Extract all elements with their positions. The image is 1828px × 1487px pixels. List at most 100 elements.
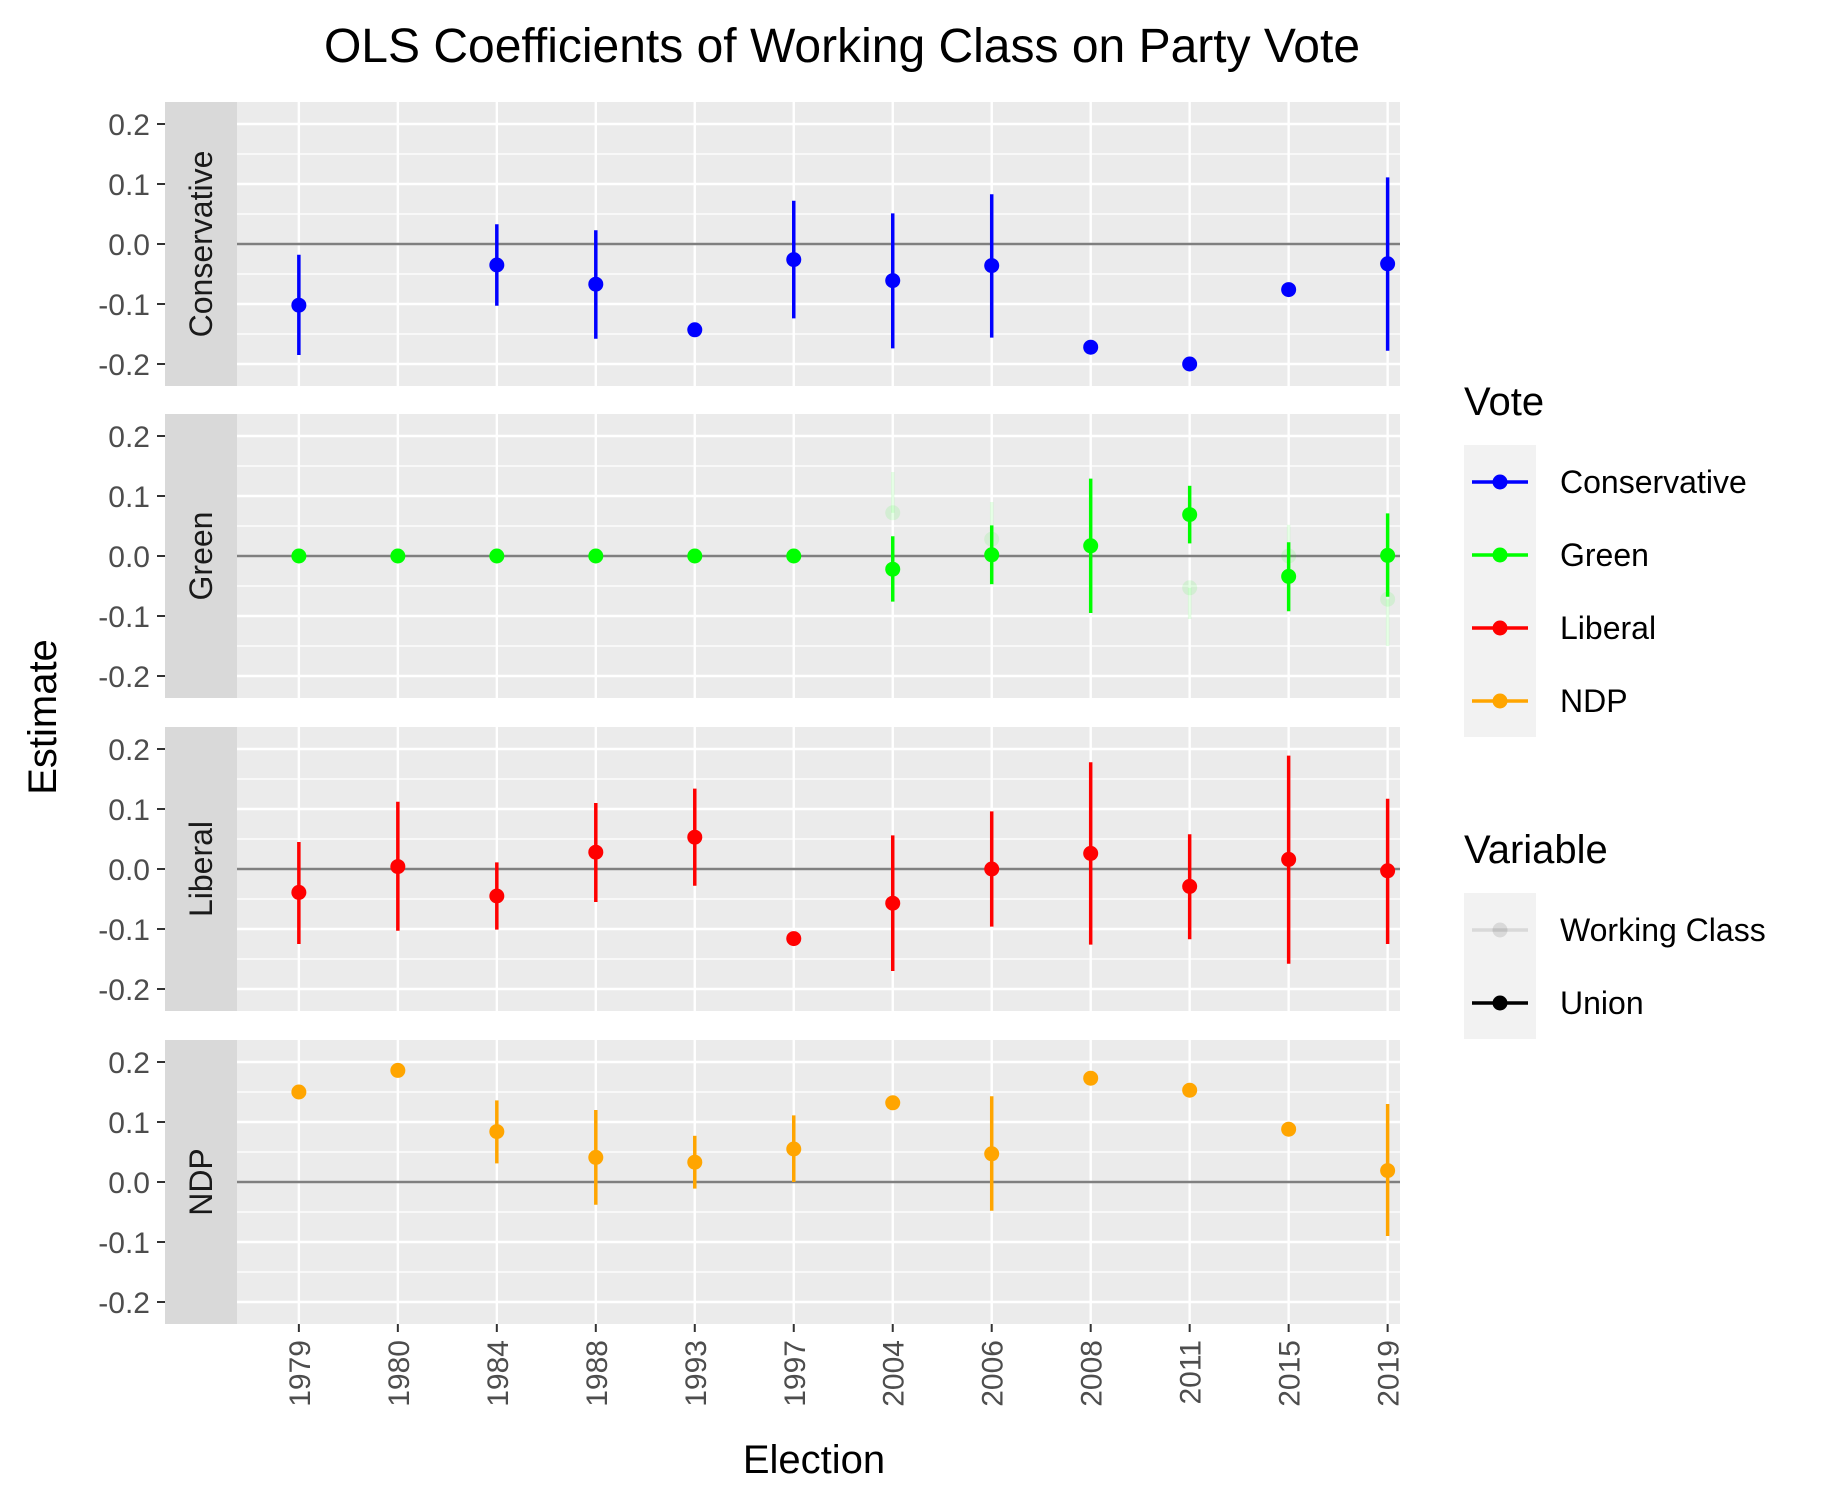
x-tick-label: 2015 <box>1274 1340 1307 1407</box>
data-point <box>588 1149 604 1165</box>
panel-strip <box>165 102 237 386</box>
y-tick-label: 0.1 <box>108 794 150 827</box>
y-tick-label: -0.1 <box>98 914 150 947</box>
legend-key-point <box>1492 693 1508 709</box>
data-point <box>489 1124 505 1140</box>
y-axis-label: Estimate <box>21 639 65 795</box>
legend-vote-items: Conservative Green Liberal NDP <box>1472 464 1747 719</box>
panel-strip <box>165 414 237 698</box>
x-tick-label: 2011 <box>1175 1340 1208 1405</box>
y-tick-label: 0.0 <box>108 854 150 887</box>
legend-key-point <box>1492 620 1508 636</box>
y-tick-label: -0.1 <box>98 601 150 634</box>
faded-point <box>885 505 901 521</box>
data-point <box>786 931 802 947</box>
legend-item-label: Liberal <box>1560 610 1656 646</box>
data-point <box>687 322 703 338</box>
data-point <box>786 252 802 268</box>
data-point <box>1083 339 1099 355</box>
y-tick-label: -0.1 <box>98 289 150 322</box>
data-point <box>885 273 901 289</box>
data-point <box>291 548 307 564</box>
y-tick-label: -0.2 <box>98 349 150 382</box>
legend-variable-title: Variable <box>1464 828 1608 872</box>
x-tick-label: 1980 <box>383 1340 416 1407</box>
data-point <box>1182 1082 1198 1098</box>
legend-item-working-class: Working Class <box>1472 912 1766 948</box>
panel-strip-label: Green <box>183 512 219 601</box>
legend-item-ndp: NDP <box>1472 683 1628 719</box>
data-point <box>984 547 1000 563</box>
y-tick-label: 0.0 <box>108 229 150 262</box>
x-axis: 1979 1980 1984 1988 1993 1997 2004 2006 2008 2011… <box>284 1324 1406 1407</box>
x-tick-label: 2008 <box>1076 1340 1109 1407</box>
data-point <box>291 1084 307 1100</box>
x-tick-label: 1993 <box>680 1340 713 1407</box>
y-tick-label: -0.1 <box>98 1227 150 1260</box>
data-point <box>786 1141 802 1157</box>
data-point <box>1380 1163 1396 1179</box>
legend-key-point <box>1492 474 1508 490</box>
panel-strip <box>165 1040 237 1324</box>
x-tick-label: 1984 <box>482 1340 515 1407</box>
data-point <box>489 257 505 273</box>
legend-key-point <box>1492 995 1508 1011</box>
y-tick-label: 0.2 <box>108 109 150 142</box>
data-point <box>1182 507 1198 523</box>
data-point <box>984 258 1000 274</box>
legend-item-union: Union <box>1472 985 1644 1021</box>
y-tick-label: 0.0 <box>108 1167 150 1200</box>
data-point <box>1380 256 1396 272</box>
chart-title: OLS Coefficients of Working Class on Par… <box>324 20 1360 73</box>
panel-liberal: -0.2 -0.1 0.0 0.1 0.2 Liberal <box>98 727 1400 1011</box>
y-tick-label: -0.2 <box>98 661 150 694</box>
y-tick-label: -0.2 <box>98 1287 150 1320</box>
legend-vote-title: Vote <box>1464 380 1544 424</box>
y-tick-label: 0.1 <box>108 481 150 514</box>
data-point <box>588 844 604 860</box>
y-tick-label: 0.1 <box>108 169 150 202</box>
faded-point <box>1182 580 1198 596</box>
legend-item-label: Conservative <box>1560 464 1747 500</box>
y-tick-label: -0.2 <box>98 974 150 1007</box>
data-point <box>1083 538 1099 554</box>
x-tick-label: 1988 <box>581 1340 614 1407</box>
legend-item-conservative: Conservative <box>1472 464 1747 500</box>
data-point <box>291 297 307 313</box>
y-tick-label: 0.1 <box>108 1107 150 1140</box>
data-point <box>1182 356 1198 372</box>
data-point <box>390 859 406 875</box>
data-point <box>1182 878 1198 894</box>
data-point <box>489 888 505 904</box>
y-tick-label: 0.0 <box>108 541 150 574</box>
panel-strip-label: NDP <box>183 1148 219 1216</box>
data-point <box>885 561 901 577</box>
panel-conservative: -0.2 -0.1 0.0 0.1 0.2 Conservative <box>98 102 1400 386</box>
panel-green: -0.2 -0.1 0.0 0.1 0.2 Green <box>98 414 1400 698</box>
panel-strip <box>165 727 237 1011</box>
panel-strip-label: Liberal <box>183 821 219 917</box>
data-point <box>390 548 406 564</box>
y-tick-label: 0.2 <box>108 734 150 767</box>
panel-strip-label: Conservative <box>183 151 219 338</box>
legend: Vote Conservative Green Liberal NDP Variabl… <box>1464 380 1766 1039</box>
data-point <box>687 1154 703 1170</box>
data-point <box>1083 845 1099 861</box>
legend-item-label: Union <box>1560 985 1644 1021</box>
panel-ndp: -0.2 -0.1 0.0 0.1 0.2 NDP <box>98 1040 1400 1324</box>
y-tick-label: 0.2 <box>108 421 150 454</box>
data-point <box>489 548 505 564</box>
data-point <box>1380 863 1396 879</box>
y-tick-label: 0.2 <box>108 1047 150 1080</box>
data-point <box>588 548 604 564</box>
data-point <box>1281 851 1297 867</box>
data-point <box>687 829 703 845</box>
data-point <box>1083 1070 1099 1086</box>
faded-point <box>1380 591 1396 607</box>
legend-variable-keys-bg <box>1464 893 1536 1039</box>
data-point <box>984 1146 1000 1162</box>
data-point <box>786 548 802 564</box>
data-point <box>885 895 901 911</box>
legend-item-label: Working Class <box>1560 912 1766 948</box>
data-point <box>390 1062 406 1078</box>
